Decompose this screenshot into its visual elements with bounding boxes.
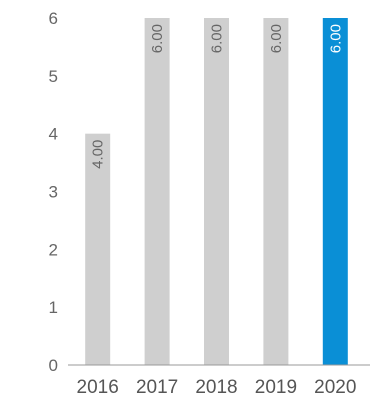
x-axis-ticks: 2016 2017 2018 2019 2020 <box>77 377 357 398</box>
data-label-2018: 6.00 <box>209 24 226 53</box>
y-tick-label: 2 <box>49 240 58 259</box>
bar-2019 <box>263 18 289 365</box>
bar-2020 <box>322 18 348 365</box>
y-tick-label: 1 <box>49 298 58 317</box>
bars <box>85 18 348 365</box>
bar-2018 <box>204 18 229 365</box>
x-tick-label-2018: 2018 <box>195 377 237 398</box>
data-label-2016: 4.00 <box>90 140 107 169</box>
y-tick-label: 6 <box>49 9 58 28</box>
y-tick-label: 0 <box>49 356 58 375</box>
x-tick-label-2020: 2020 <box>314 377 356 398</box>
data-labels: 4.00 6.00 6.00 6.00 6.00 <box>90 24 345 169</box>
y-axis-ticks: 0 1 2 3 4 5 6 <box>49 9 58 375</box>
x-tick-label-2016: 2016 <box>77 377 119 398</box>
bar-2017 <box>144 18 170 365</box>
y-tick-label: 3 <box>49 183 58 202</box>
data-label-2019: 6.00 <box>268 24 285 53</box>
data-label-2017: 6.00 <box>149 24 166 53</box>
data-label-2020: 6.00 <box>327 24 344 53</box>
bar-2016 <box>85 133 111 365</box>
y-tick-label: 4 <box>49 125 58 144</box>
x-tick-label-2019: 2019 <box>255 377 297 398</box>
x-tick-label-2017: 2017 <box>136 377 178 398</box>
y-tick-label: 5 <box>49 67 58 86</box>
